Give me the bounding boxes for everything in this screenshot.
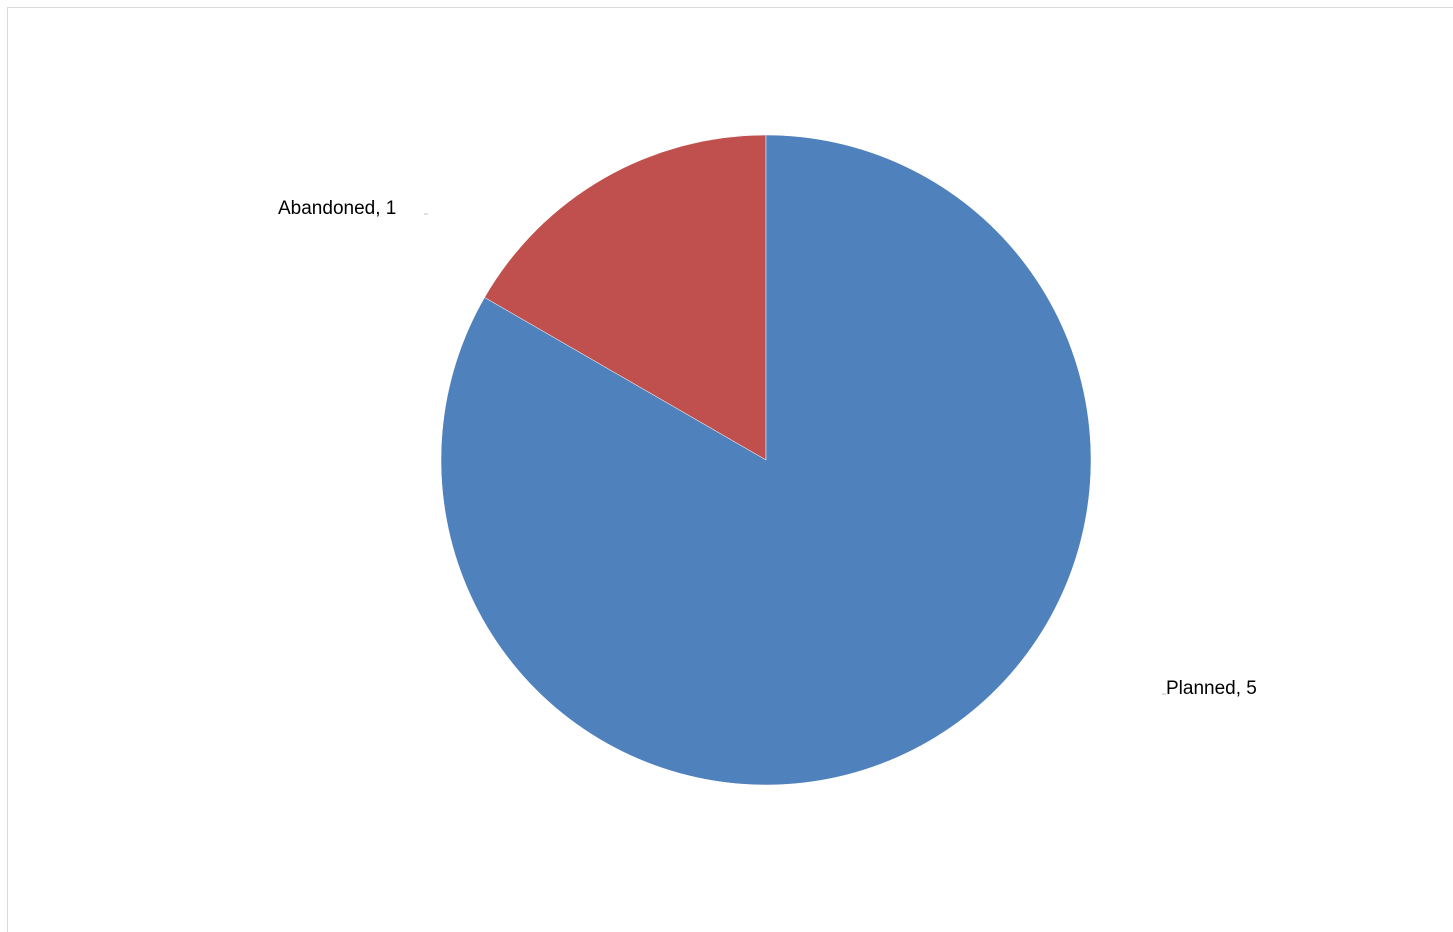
- abandoned-data-label: Abandoned, 1: [278, 198, 396, 219]
- planned-data-label: Planned, 5: [1166, 678, 1257, 699]
- pie-slices: [440, 134, 1092, 786]
- pie-slice-planned: [440, 134, 1092, 786]
- pie-slice-abandoned: [484, 134, 767, 461]
- pie-data-labels: Abandoned, 1 Planned, 5: [278, 198, 1257, 699]
